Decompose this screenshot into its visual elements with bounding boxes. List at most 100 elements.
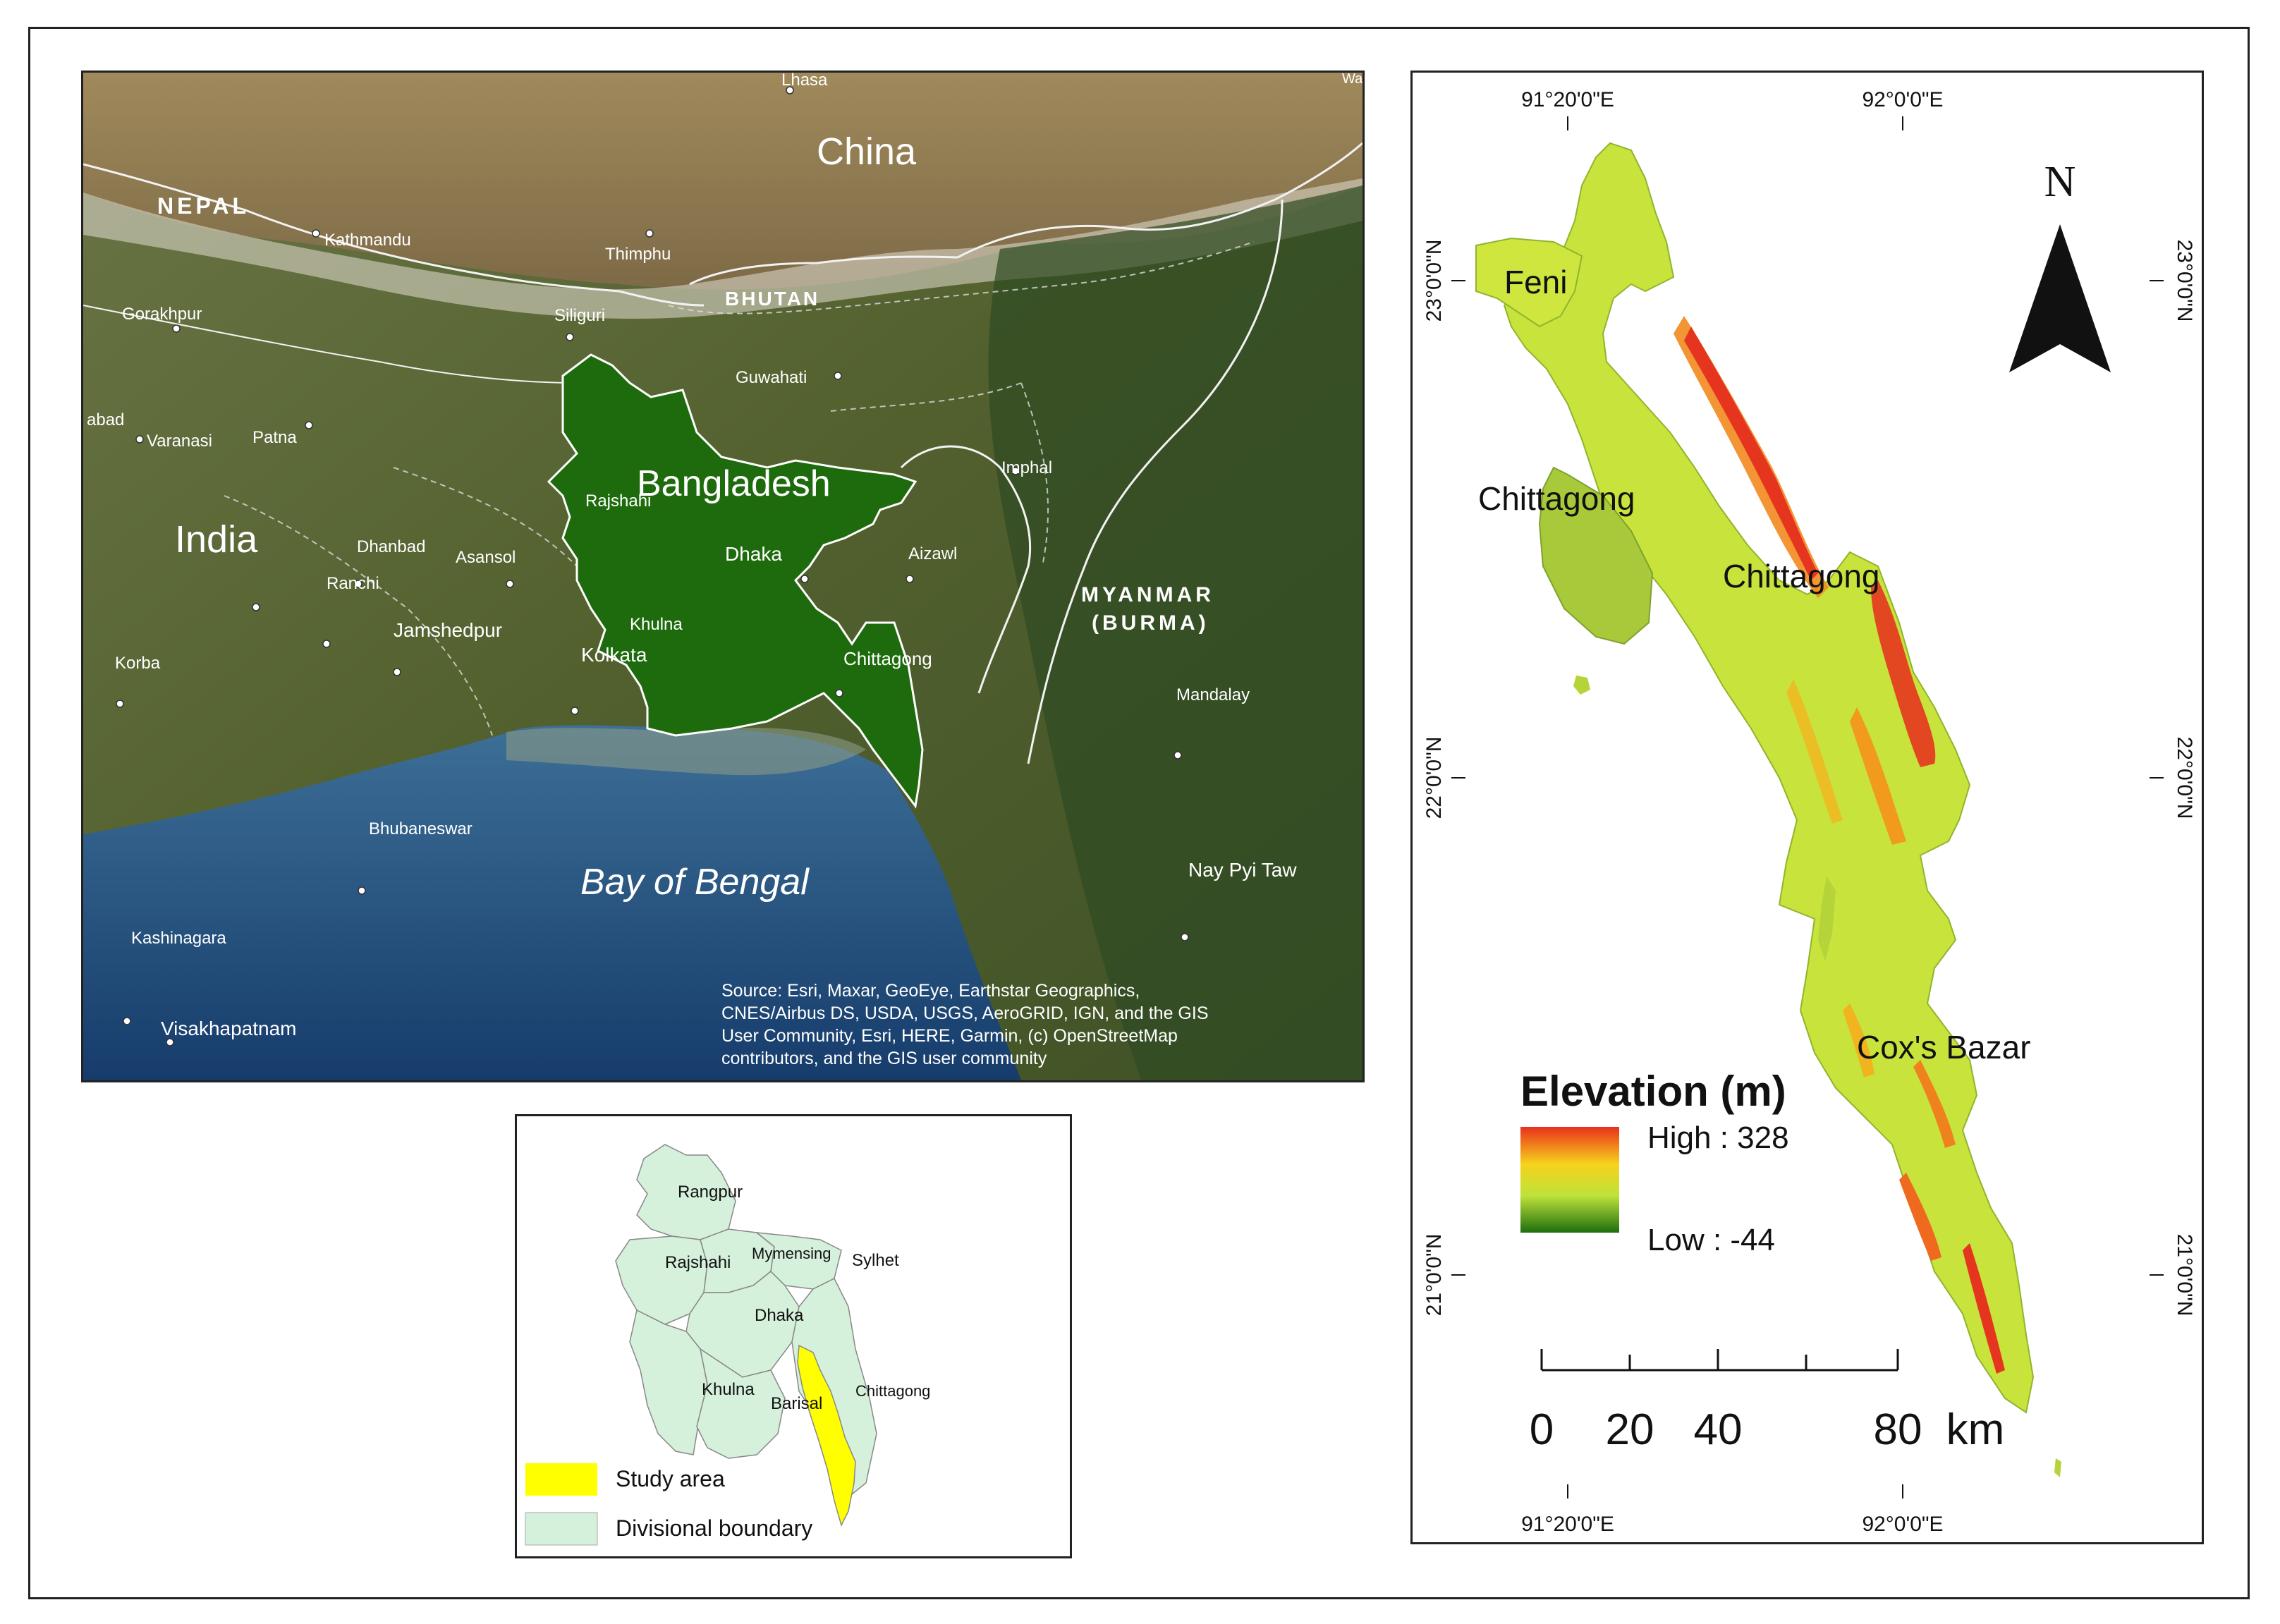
legend-label-divisional-boundary: Divisional boundary	[616, 1515, 812, 1541]
label-lon-left-bottom: 91°20'0"E	[1521, 1513, 1614, 1536]
scale-bar-labels: 0 20 40 80 km	[1530, 1405, 2005, 1454]
svg-text:CNES/Airbus DS, USDA, USGS, Ae: CNES/Airbus DS, USDA, USGS, AeroGRID, IG…	[721, 1003, 1209, 1023]
division-labels: Rangpur Rajshahi Mymensing Sylhet Dhaka …	[665, 1183, 930, 1413]
label-dhaka: Dhaka	[755, 1306, 804, 1325]
city-khulna: Khulna	[630, 615, 683, 634]
label-lon-left-top: 91°20'0"E	[1521, 88, 1614, 111]
bay-of-bengal-water	[83, 725, 1021, 1080]
label-bay-of-bengal: Bay of Bengal	[580, 862, 810, 903]
country-borders	[83, 142, 1362, 764]
small-island-3	[2054, 1458, 2061, 1477]
label-lon-right-top: 92°0'0"E	[1862, 88, 1943, 111]
study-area-polygon[interactable]	[797, 1344, 856, 1527]
city-abad: abad	[87, 410, 124, 429]
city-kathmandu: Kathmandu	[324, 231, 411, 250]
label-lon-right-bottom: 92°0'0"E	[1862, 1513, 1943, 1536]
city-mandalay: Mandalay	[1176, 685, 1250, 704]
feni-district[interactable]	[1475, 237, 1583, 328]
label-india: India	[175, 518, 258, 561]
label-mymensing: Mymensing	[752, 1245, 831, 1262]
legend-swatch-divisional-boundary	[525, 1512, 598, 1546]
city-wa: Wa	[1342, 73, 1362, 87]
label-nepal: NEPAL	[157, 193, 250, 219]
city-rajshahi: Rajshahi	[585, 492, 651, 511]
legend-low: Low : -44	[1647, 1223, 1775, 1257]
label-rangpur: Rangpur	[678, 1183, 743, 1202]
state-boundaries	[224, 241, 1255, 736]
city-guwahati: Guwahati	[736, 368, 807, 387]
label-khulna: Khulna	[702, 1380, 755, 1399]
figure-frame	[28, 27, 2250, 1599]
division-chittagong	[791, 1277, 877, 1498]
elevation-map-panel[interactable]: 91°20'0"E 92°0'0"E 91°20'0"E 92°0'0"E 23…	[1410, 71, 2204, 1544]
city-patna: Patna	[252, 428, 297, 447]
svg-text:Source: Esri, Maxar, GeoEye, E: Source: Esri, Maxar, GeoEye, Earthstar G…	[721, 981, 1140, 1001]
label-coxs-bazar: Cox's Bazar	[1857, 1029, 2031, 1066]
legend-swatch-study-area	[525, 1463, 597, 1496]
city-nay-pyi-taw: Nay Pyi Taw	[1188, 859, 1297, 881]
city-imphal: Imphal	[1001, 458, 1052, 477]
city-aizawl: Aizawl	[908, 544, 957, 563]
myanmar-forest	[988, 185, 1362, 1080]
city-asansol: Asansol	[456, 548, 516, 567]
city-bhubaneswar: Bhubaneswar	[369, 819, 473, 838]
label-lat-mid-right: 22°0'0"N	[2173, 737, 2196, 819]
label-lat-mid-left: 22°0'0"N	[1422, 737, 1446, 819]
satellite-map-panel[interactable]: China NEPAL BHUTAN Bangladesh India MYAN…	[81, 71, 1365, 1082]
label-burma: (BURMA)	[1092, 611, 1209, 635]
bangladesh-polygon[interactable]	[547, 353, 924, 809]
legend-high: High : 328	[1647, 1121, 1789, 1155]
division-polygons	[615, 1144, 877, 1498]
city-ranchi: Ranchi	[327, 574, 379, 593]
label-lat-top-left: 23°0'0"N	[1422, 240, 1446, 322]
division-barisal	[696, 1348, 786, 1459]
label-feni: Feni	[1504, 264, 1567, 300]
city-chittagong: Chittagong	[843, 648, 932, 669]
himalaya-snow	[83, 178, 1362, 319]
city-thimphu: Thimphu	[605, 245, 671, 264]
source-attribution: Source: Esri, Maxar, GeoEye, Earthstar G…	[721, 981, 1209, 1068]
city-korba: Korba	[115, 654, 161, 673]
city-lhasa: Lhasa	[781, 73, 828, 90]
tibetan-plateau	[83, 73, 1362, 290]
city-dhanbad: Dhanbad	[357, 537, 425, 556]
graticule-ticks	[1451, 116, 2164, 1498]
legend-color-ramp	[1520, 1127, 1619, 1233]
label-sylhet: Sylhet	[852, 1251, 899, 1270]
svg-text:User Community, Esri, HERE, Ga: User Community, Esri, HERE, Garmin, (c) …	[721, 1026, 1178, 1046]
inset-map[interactable]: Rangpur Rajshahi Mymensing Sylhet Dhaka …	[517, 1116, 1070, 1556]
svg-text:contributors, and the GIS user: contributors, and the GIS user community	[721, 1049, 1047, 1068]
city-markers	[116, 86, 1189, 1046]
svg-text:20: 20	[1606, 1405, 1654, 1454]
city-visakhapatnam: Visakhapatnam	[161, 1018, 297, 1039]
label-barisal: Barisal	[771, 1394, 822, 1413]
label-myanmar: MYANMAR	[1081, 583, 1214, 606]
elevation-ridges	[1674, 316, 2005, 1374]
scale-bar	[1540, 1349, 1899, 1372]
city-labels: Lhasa Kathmandu Thimphu Siliguri Gorakhp…	[87, 73, 1362, 1039]
legend-title: Elevation (m)	[1520, 1068, 1786, 1115]
legend-label-study-area: Study area	[616, 1466, 725, 1491]
label-chittagong-sandwip: Chittagong	[1478, 480, 1635, 517]
north-arrow-label: N	[2044, 158, 2076, 206]
label-rajshahi: Rajshahi	[665, 1253, 731, 1272]
city-varanasi: Varanasi	[147, 432, 212, 451]
city-gorakhpur: Gorakhpur	[122, 305, 202, 324]
inset-map-panel[interactable]: Rangpur Rajshahi Mymensing Sylhet Dhaka …	[515, 1114, 1072, 1558]
svg-text:40: 40	[1694, 1405, 1743, 1454]
elevation-map[interactable]: 91°20'0"E 92°0'0"E 91°20'0"E 92°0'0"E 23…	[1413, 73, 2202, 1542]
sandwip-island[interactable]	[1538, 466, 1654, 645]
small-island-2	[1818, 877, 1836, 961]
north-arrow-icon	[2009, 224, 2111, 372]
label-lat-bottom-left: 21°0'0"N	[1422, 1234, 1446, 1317]
label-china: China	[817, 130, 917, 173]
label-bangladesh: Bangladesh	[637, 463, 831, 504]
satellite-map[interactable]: China NEPAL BHUTAN Bangladesh India MYAN…	[83, 73, 1362, 1080]
division-khulna	[629, 1309, 708, 1455]
city-siliguri: Siliguri	[554, 306, 605, 325]
label-lat-top-right: 23°0'0"N	[2173, 240, 2196, 322]
svg-text:80: 80	[1874, 1405, 1922, 1454]
label-chittagong: Chittagong	[855, 1382, 930, 1400]
svg-text:0: 0	[1530, 1405, 1554, 1454]
scale-bar-unit: km	[1946, 1405, 2005, 1454]
